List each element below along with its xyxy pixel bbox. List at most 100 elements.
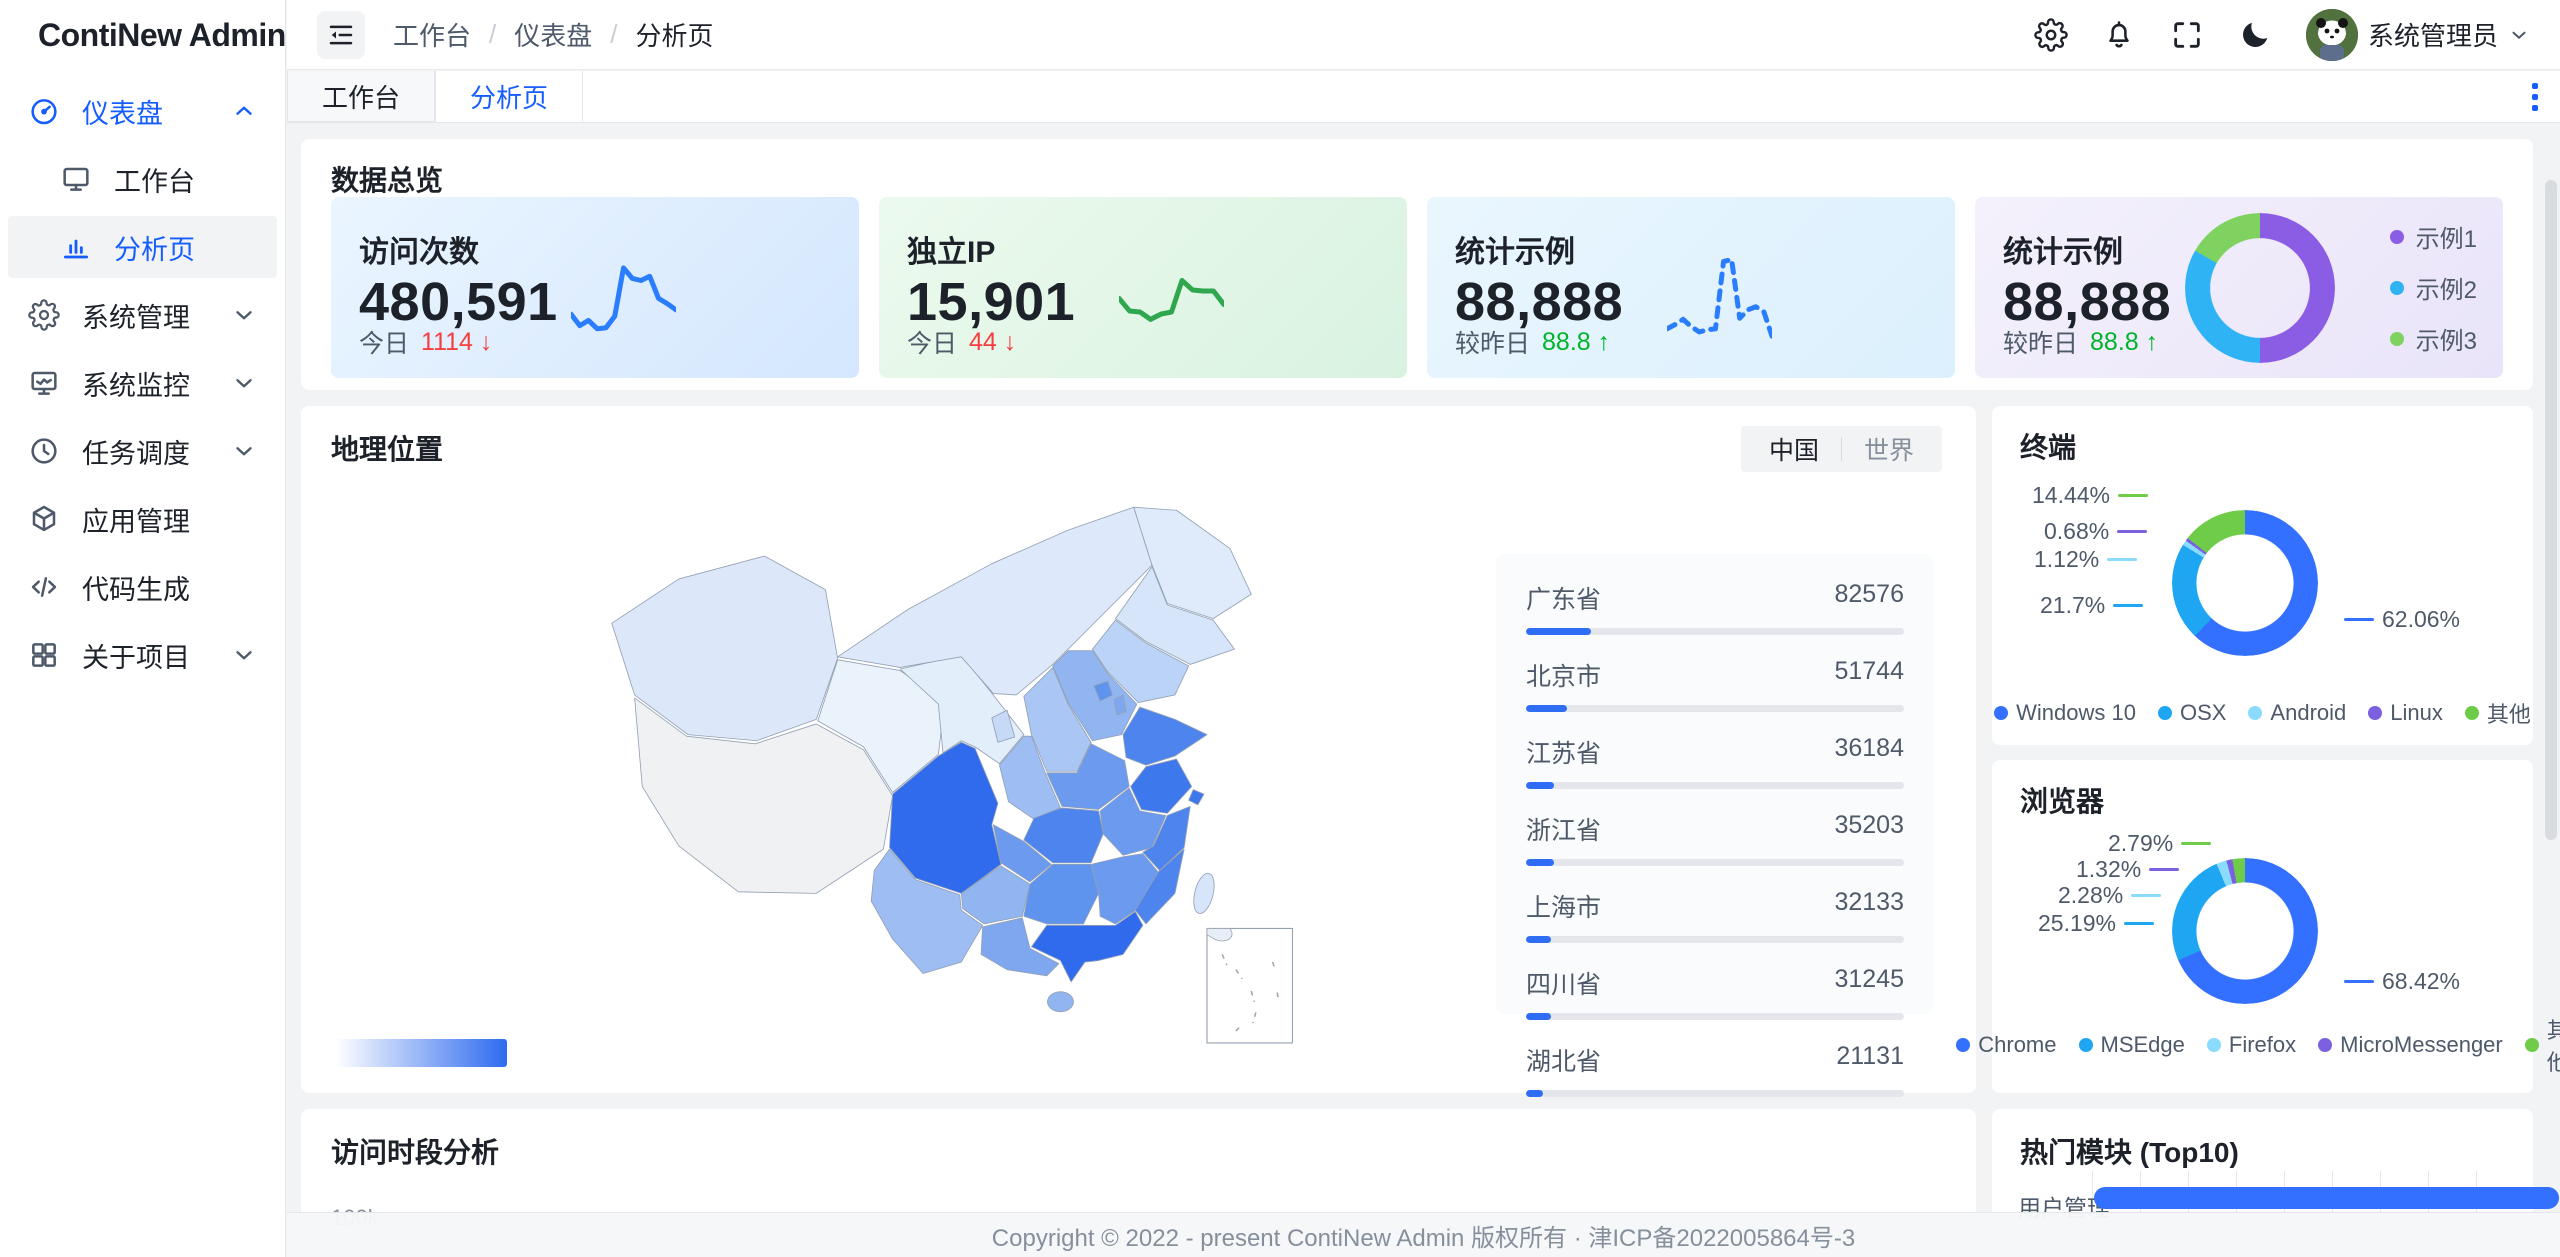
progress-bar	[1526, 705, 1567, 712]
toggle-china[interactable]: 中国	[1768, 437, 1819, 465]
overview-title: 数据总览	[331, 165, 444, 196]
tab-analysis[interactable]: 分析页	[435, 71, 584, 122]
pie-label: 14.44%	[2032, 482, 2149, 509]
province-value: 31245	[1834, 965, 1904, 993]
top-modules-title: 热门模块 (Top10)	[2020, 1137, 2239, 1168]
province-value: 82576	[1834, 580, 1904, 608]
china-map[interactable]	[356, 466, 1536, 1046]
terminal-legend: Windows 10 OSX Android Linux 其他	[1992, 697, 2533, 729]
scrollbar-thumb[interactable]	[2545, 180, 2557, 840]
sidebar-item-app-management[interactable]: 应用管理	[8, 488, 277, 550]
breadcrumb-item[interactable]: 分析页	[635, 21, 714, 51]
province-name: 浙江省	[1526, 817, 1602, 845]
sidebar-item-label: 分析页	[114, 234, 195, 265]
progress-bar	[1526, 628, 1592, 635]
clock-icon	[31, 438, 57, 464]
legend-dot	[2078, 1038, 2093, 1052]
province-value: 51744	[1834, 657, 1904, 685]
arrow-down-icon: ↓	[479, 327, 493, 356]
username: 系统管理员	[2367, 21, 2498, 51]
menu-fold-icon	[329, 25, 353, 44]
chevron-up-icon	[236, 106, 252, 115]
tab-workplace[interactable]: 工作台	[287, 71, 436, 122]
moon-icon[interactable]	[2238, 18, 2272, 52]
fullscreen-icon[interactable]	[2170, 18, 2204, 52]
app-title: ContiNew Admin	[38, 16, 286, 53]
sidebar-item-task-scheduler[interactable]: 任务调度	[8, 420, 277, 482]
caption-label: 今日	[907, 330, 958, 358]
sidebar-item-label: 系统管理	[82, 302, 190, 333]
sidebar-item-workplace[interactable]: 工作台	[8, 148, 277, 210]
header: 工作台 / 仪表盘 / 分析页	[287, 0, 2560, 70]
breadcrumb-separator: /	[489, 19, 497, 49]
province-value: 21131	[1836, 1042, 1904, 1070]
legend-dot	[1956, 1038, 1971, 1052]
legend-label: 示例1	[2415, 226, 2477, 253]
browser-donut-chart[interactable]	[2172, 858, 2318, 1004]
legend-label: Chrome	[1978, 1032, 2057, 1057]
app-logo[interactable]: ContiNew Admin	[0, 0, 286, 70]
pie-label: 21.7%	[2040, 592, 2144, 619]
breadcrumb-item[interactable]: 工作台	[393, 21, 472, 51]
progress-bar	[1526, 1013, 1551, 1020]
sidebar-item-system-monitor[interactable]: 系统监控	[8, 352, 277, 414]
sidebar-item-code-generation[interactable]: 代码生成	[8, 556, 277, 618]
legend-dot	[2368, 706, 2383, 720]
sidebar-item-analysis[interactable]: 分析页	[8, 216, 277, 278]
arrow-up-icon: ↑	[1597, 327, 1611, 356]
settings-icon[interactable]	[2034, 17, 2068, 52]
stat-card-value: 88,888	[1455, 272, 1624, 332]
province-name: 上海市	[1526, 894, 1602, 922]
sidebar: ContiNew Admin 仪表盘 工作台 分析页 系统管理	[0, 0, 286, 1257]
stat-card-title: 统计示例	[2003, 236, 2123, 269]
toggle-world[interactable]: 世界	[1863, 437, 1914, 465]
pie-label: 2.79%	[2108, 830, 2212, 857]
breadcrumb-item[interactable]: 仪表盘	[514, 21, 593, 51]
legend-label: OSX	[2179, 700, 2227, 725]
bell-icon[interactable]	[2102, 18, 2136, 52]
stat-card-value: 15,901	[907, 272, 1076, 332]
main-area: 工作台 / 仪表盘 / 分析页	[287, 0, 2560, 1257]
legend-label: 示例2	[2415, 277, 2477, 304]
browser-legend: Chrome MSEdge Firefox MicroMessenger 其他	[1956, 1013, 2560, 1077]
province-name: 广东省	[1526, 586, 1602, 614]
stat-cards: 访问次数 480,591 今日 1114 ↓ 独立IP 15,901 今日 44…	[331, 197, 2503, 378]
content: 数据总览 访问次数 480,591 今日 1114 ↓ 独立IP 15,901 …	[287, 123, 2560, 1257]
province-value: 35203	[1834, 811, 1904, 839]
terminal-panel: 终端 14.44% 0.68% 1.12% 21.7% 62.06% Windo…	[1992, 406, 2533, 745]
terminal-donut-chart[interactable]	[2172, 510, 2318, 656]
sidebar-item-system-management[interactable]: 系统管理	[8, 284, 277, 346]
gear-icon	[28, 299, 60, 331]
province-name: 湖北省	[1526, 1048, 1602, 1076]
caption-label: 较昨日	[1455, 330, 1531, 358]
pie-label: 62.06%	[2344, 606, 2460, 633]
stat-card-title: 独立IP	[907, 236, 996, 269]
sidebar-item-label: 工作台	[114, 166, 195, 197]
sidebar-item-dashboard[interactable]: 仪表盘	[8, 80, 277, 142]
panda-avatar-image	[2305, 8, 2358, 61]
cube-icon	[32, 505, 56, 532]
list-item: 浙江省 35203	[1526, 811, 1904, 866]
sidebar-item-label: 系统监控	[82, 370, 190, 401]
progress-bar	[1526, 936, 1552, 943]
caption-label: 今日	[359, 330, 410, 358]
legend-label: 示例3	[2415, 328, 2477, 355]
legend-dot	[2389, 229, 2404, 244]
sidebar-item-about-project[interactable]: 关于项目	[8, 624, 277, 686]
sidebar-menu: 仪表盘 工作台 分析页 系统管理 系统监控	[0, 70, 285, 702]
legend-dot	[2464, 706, 2479, 720]
user-menu[interactable]: 系统管理员	[2305, 8, 2530, 61]
arrow-down-icon: ↓	[1003, 327, 1017, 356]
progress-bar	[1526, 1090, 1543, 1097]
delta-value: 44 ↓	[969, 327, 1017, 356]
legend-label: 其他	[2546, 1018, 2560, 1075]
geo-title: 地理位置	[331, 434, 444, 465]
pie-label: 2.28%	[2058, 882, 2162, 909]
sidebar-collapse-button[interactable]	[317, 10, 365, 59]
tab-more-icon[interactable]	[2532, 71, 2538, 122]
pie-label: 1.12%	[2034, 546, 2138, 573]
header-actions: 系统管理员	[2034, 8, 2530, 61]
stat-card-unique-ip: 独立IP 15,901 今日 44 ↓	[879, 197, 1407, 378]
code-icon	[31, 577, 57, 597]
monitor-icon	[63, 167, 89, 191]
